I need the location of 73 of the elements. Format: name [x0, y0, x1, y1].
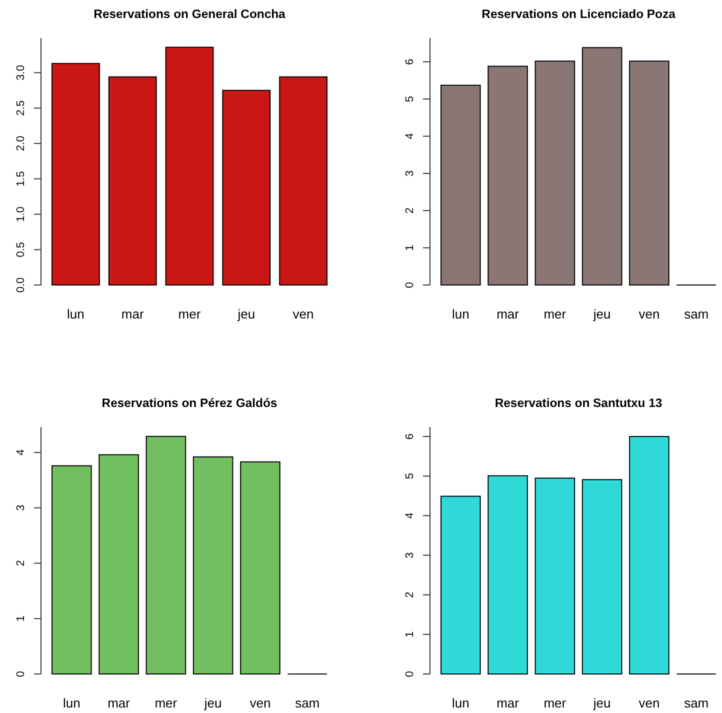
- bar: [108, 76, 157, 286]
- bar: [146, 436, 186, 674]
- y-tick-label: 0.5: [14, 242, 27, 258]
- y-tick-label: 0: [14, 670, 27, 678]
- x-tick-label: ven: [638, 695, 660, 710]
- chart-title: Reservations on Licenciado Poza: [482, 7, 676, 22]
- x-tick-label: ven: [292, 306, 314, 322]
- bar: [629, 436, 670, 674]
- bar: [488, 475, 528, 674]
- bar: [440, 496, 481, 674]
- bar: [629, 60, 670, 286]
- bar: [165, 46, 214, 286]
- x-tick-label: ven: [638, 306, 660, 322]
- bar: [534, 60, 576, 286]
- bar: [440, 84, 481, 286]
- y-tick-label: 4: [404, 512, 416, 519]
- y-tick-label: 2: [14, 560, 27, 566]
- x-tick-label: mar: [496, 306, 520, 322]
- bar: [52, 465, 92, 674]
- x-tick-label: mer: [178, 306, 202, 322]
- y-tick-label: 1: [14, 616, 27, 622]
- x-tick-label: jeu: [592, 695, 611, 710]
- bar: [582, 47, 622, 286]
- y-tick-label: 1.0: [14, 206, 27, 222]
- x-tick-label: mar: [121, 306, 144, 322]
- x-tick-label: mer: [544, 695, 567, 710]
- y-tick-label: 3: [14, 504, 27, 511]
- y-tick-label: 4: [14, 449, 27, 456]
- bar: [534, 478, 576, 674]
- y-tick-label: 6: [404, 58, 416, 65]
- bar: [582, 479, 622, 674]
- bar: [279, 76, 328, 286]
- y-tick-label: 0: [404, 282, 416, 288]
- chart-title: Reservations on Pérez Galdós: [102, 396, 278, 410]
- bar: [488, 66, 528, 286]
- chart-title: Reservations on General Concha: [94, 7, 286, 22]
- x-tick-label: lun: [67, 306, 84, 322]
- y-tick-label: 2.5: [14, 100, 27, 116]
- bar: [240, 461, 280, 674]
- x-tick-label: jeu: [592, 306, 611, 322]
- y-tick-label: 0.0: [14, 277, 27, 293]
- x-tick-label: ven: [250, 695, 271, 710]
- bar: [192, 456, 234, 674]
- bar: [98, 454, 139, 674]
- y-tick-label: 3.0: [14, 65, 27, 80]
- x-tick-label: mer: [544, 306, 567, 322]
- y-tick-label: 1: [404, 244, 416, 251]
- y-tick-label: 4: [404, 133, 416, 140]
- bar: [222, 90, 271, 286]
- y-tick-label: 1: [404, 631, 416, 638]
- y-tick-label: 3: [404, 552, 416, 558]
- y-tick-label: 5: [404, 473, 416, 480]
- bar: [52, 62, 100, 286]
- y-tick-label: 1.5: [14, 171, 27, 186]
- x-tick-label: jeu: [236, 306, 256, 322]
- x-tick-label: mar: [108, 695, 131, 710]
- x-tick-label: lun: [452, 306, 470, 322]
- y-tick-label: 2.0: [14, 136, 27, 152]
- x-tick-label: sam: [684, 306, 709, 322]
- x-tick-label: sam: [295, 695, 320, 710]
- y-tick-label: 2: [404, 592, 416, 598]
- x-tick-label: lun: [452, 695, 470, 710]
- y-tick-label: 6: [404, 433, 416, 440]
- y-tick-label: 2: [404, 208, 416, 214]
- y-tick-label: 3: [404, 170, 416, 176]
- chart-title: Reservations on Santutxu 13: [494, 396, 662, 410]
- x-tick-label: jeu: [203, 695, 222, 710]
- x-tick-label: mar: [496, 695, 520, 710]
- x-tick-label: lun: [62, 695, 80, 710]
- y-tick-label: 5: [404, 96, 416, 102]
- x-tick-label: sam: [684, 695, 709, 710]
- x-tick-label: mer: [154, 695, 178, 710]
- y-tick-label: 0: [404, 670, 416, 678]
